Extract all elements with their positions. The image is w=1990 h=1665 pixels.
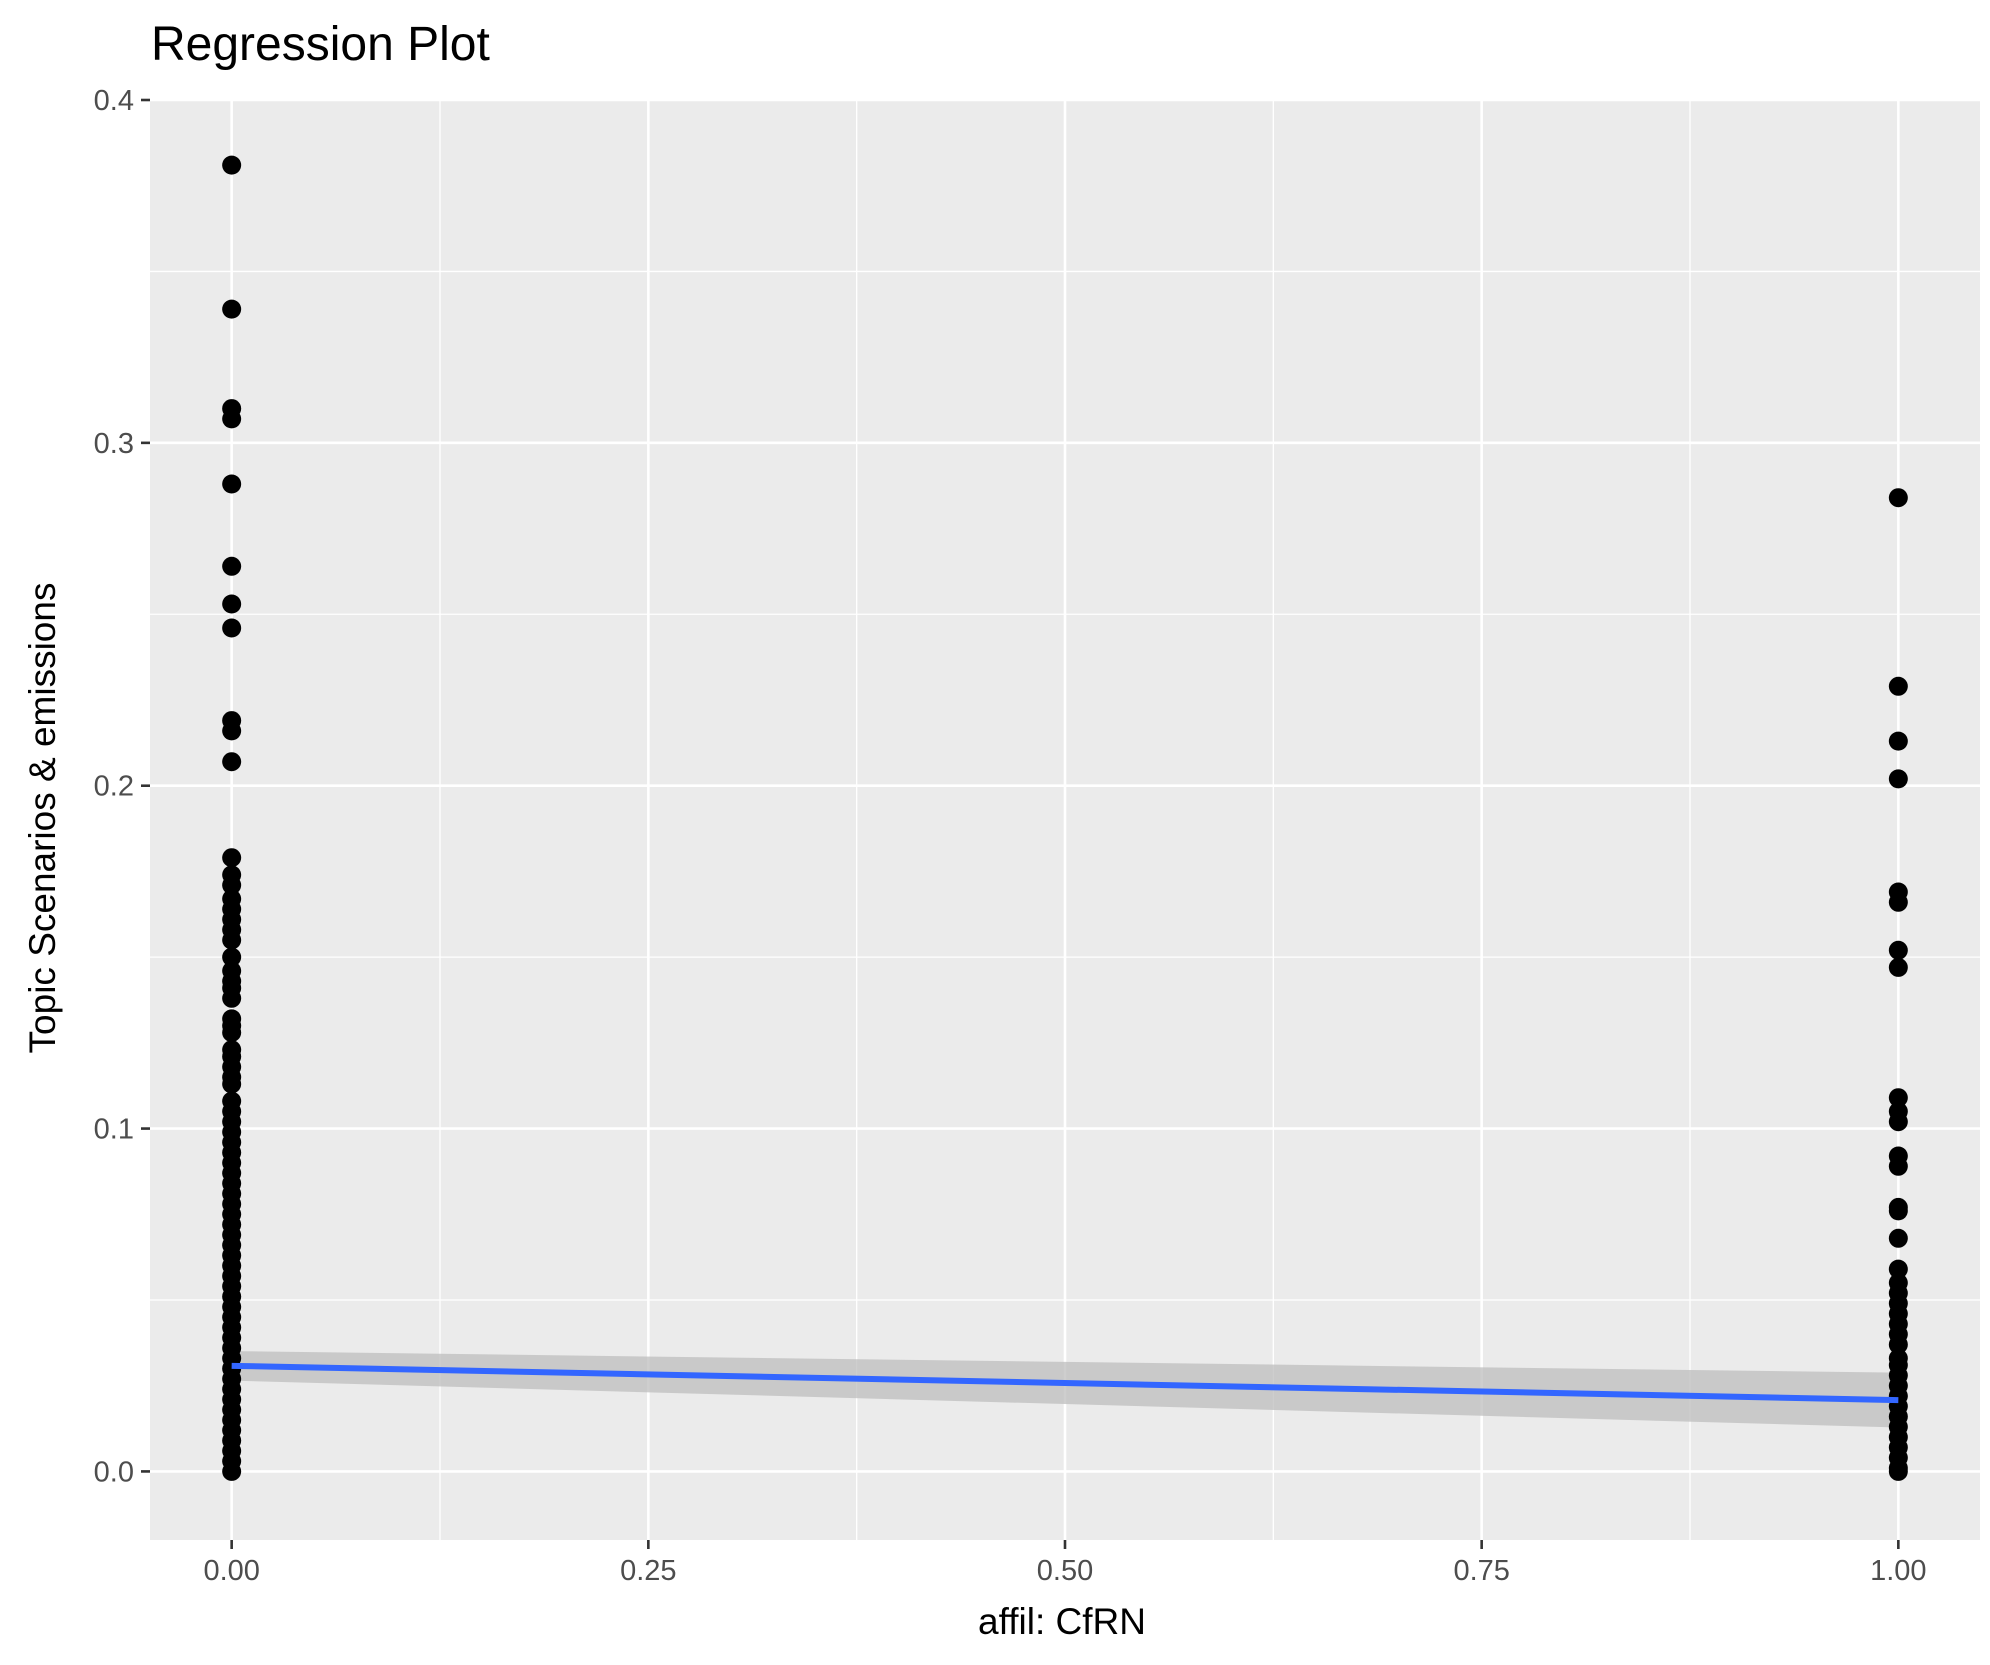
data-point [1888, 1228, 1908, 1248]
data-point [1888, 1112, 1908, 1132]
data-point [222, 930, 242, 950]
regression-line-layer [231, 1362, 1899, 1404]
data-point [222, 875, 242, 895]
data-point [1888, 940, 1908, 960]
y-tick-label: 0.2 [94, 771, 134, 803]
data-point [222, 848, 242, 868]
data-point [222, 988, 242, 1008]
data-point [222, 474, 242, 494]
data-point [1888, 1201, 1908, 1221]
data-point [222, 947, 242, 967]
regression-line [231, 1362, 1899, 1404]
y-tick-label: 0.3 [94, 428, 134, 460]
data-point [1888, 488, 1908, 508]
data-point [222, 721, 242, 741]
chart-title: Regression Plot [151, 18, 490, 71]
data-point [222, 1023, 242, 1043]
confidence-band-layer [231, 1351, 1899, 1428]
y-tick-label: 0.4 [94, 85, 134, 117]
x-tick-label: 1.00 [1870, 1555, 1926, 1587]
major-gridlines [150, 98, 1980, 1540]
data-point [1888, 957, 1908, 977]
data-point [1888, 1088, 1908, 1108]
y-tick-label: 0.1 [94, 1114, 134, 1146]
data-point [1888, 769, 1908, 789]
data-point [1888, 676, 1908, 696]
data-point [1888, 731, 1908, 751]
data-point [1888, 892, 1908, 912]
data-point [222, 1074, 242, 1094]
data-point [222, 299, 242, 319]
data-point [222, 594, 242, 614]
data-point [222, 155, 242, 175]
data-point [222, 618, 242, 638]
confidence-band [231, 1351, 1899, 1428]
data-point [1888, 1259, 1908, 1279]
x-axis: 0.00 0.25 0.50 0.75 1.00 [203, 1540, 1927, 1587]
x-tick-label: 0.00 [203, 1555, 259, 1587]
x-tick-label: 0.50 [1037, 1555, 1093, 1587]
x-axis-title: affil: CfRN [978, 1601, 1146, 1642]
y-tick-label: 0.0 [94, 1456, 134, 1488]
data-point [1888, 1335, 1908, 1355]
y-axis: 0.0 0.1 0.2 0.3 0.4 [94, 85, 150, 1488]
data-point [222, 556, 242, 576]
data-point [222, 409, 242, 429]
data-point [1888, 1156, 1908, 1176]
x-tick-label: 0.25 [620, 1555, 676, 1587]
data-point [222, 1461, 242, 1481]
data-point [222, 752, 242, 772]
y-axis-title: Topic Scenarios & emissions [22, 583, 63, 1054]
x-tick-label: 0.75 [1453, 1555, 1509, 1587]
data-point [1888, 1461, 1908, 1481]
